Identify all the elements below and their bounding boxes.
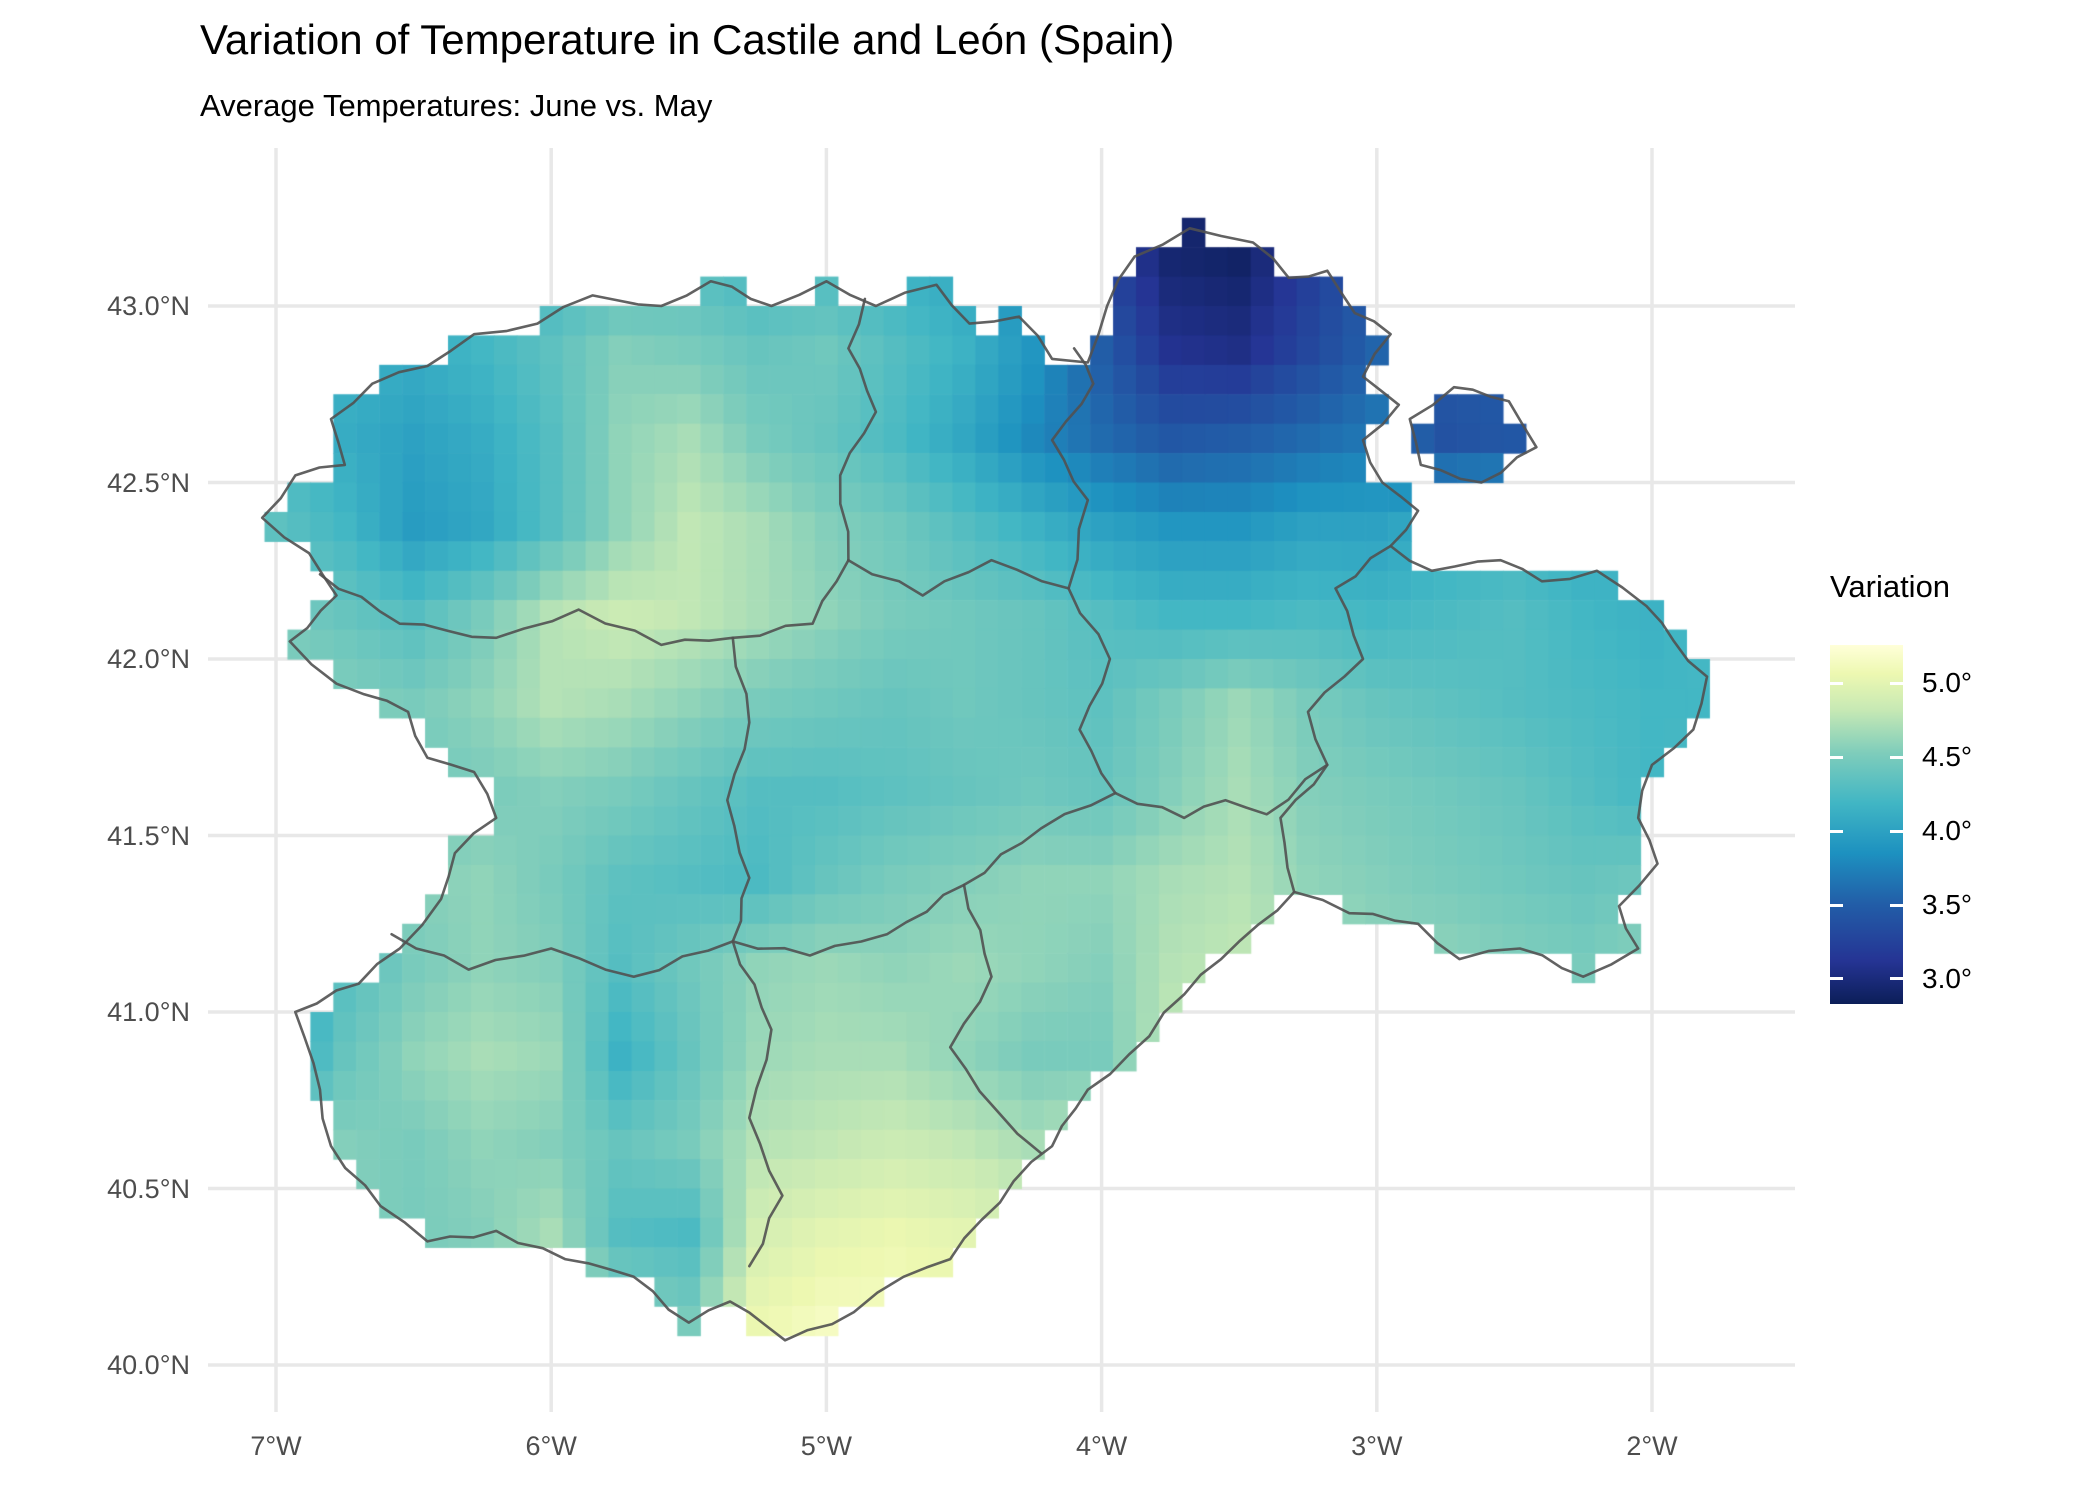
legend-tick-mark bbox=[1890, 829, 1903, 833]
province-border bbox=[1279, 544, 1392, 894]
province-border bbox=[838, 297, 878, 562]
y-axis-tick-label: 43.0°N bbox=[107, 291, 190, 321]
x-axis-tick-label: 6°W bbox=[525, 1431, 577, 1461]
x-axis-tick-label: 5°W bbox=[800, 1431, 853, 1461]
province-border bbox=[731, 791, 1117, 957]
legend-tick-label: 4.5° bbox=[1922, 741, 1973, 773]
province-border bbox=[731, 558, 850, 640]
legend-tick-mark bbox=[1890, 977, 1903, 981]
province-border bbox=[726, 636, 751, 943]
y-axis-tick-label: 41.5°N bbox=[107, 820, 190, 851]
legend-tick-label: 4.0° bbox=[1922, 815, 1973, 847]
y-axis-tick-label: 40.0°N bbox=[107, 1350, 190, 1380]
province-border bbox=[731, 940, 784, 1268]
province-border bbox=[390, 933, 735, 978]
legend: Variation 5.0° 4.5° 4.0° 3.5° 3.0° bbox=[1830, 568, 2090, 1028]
region-outline bbox=[260, 227, 1709, 1342]
y-axis-tick-label: 40.5°N bbox=[107, 1173, 190, 1204]
legend-tick-label: 5.0° bbox=[1922, 667, 1973, 699]
legend-tick-mark bbox=[1890, 903, 1903, 907]
trevino-enclave-outline bbox=[1408, 385, 1538, 484]
legend-tick-mark bbox=[1830, 755, 1843, 759]
legend-tick-mark bbox=[1890, 681, 1903, 685]
province-border bbox=[847, 558, 1070, 597]
y-axis-tick-label: 41.0°N bbox=[107, 997, 190, 1027]
legend-gradient-bar bbox=[1830, 645, 1903, 1004]
province-border bbox=[1067, 587, 1117, 795]
province-border bbox=[1050, 347, 1095, 590]
legend-title: Variation bbox=[1830, 569, 1951, 604]
legend-tick-mark bbox=[1830, 829, 1843, 833]
y-axis-tick-label: 42.5°N bbox=[107, 467, 190, 498]
legend-tick-label: 3.5° bbox=[1922, 889, 1973, 921]
legend-tick-mark bbox=[1890, 755, 1903, 759]
legend-tick-mark bbox=[1830, 681, 1843, 685]
x-axis-tick-label: 2°W bbox=[1626, 1431, 1678, 1461]
province-border bbox=[1114, 763, 1329, 820]
x-axis-tick-label: 7°W bbox=[250, 1431, 302, 1461]
legend-tick-label: 3.0° bbox=[1922, 962, 1973, 994]
province-border bbox=[948, 883, 1043, 1155]
legend-tick-mark bbox=[1830, 977, 1843, 981]
legend-tick-mark bbox=[1830, 903, 1843, 907]
province-border bbox=[318, 573, 735, 647]
x-axis-tick-label: 3°W bbox=[1351, 1431, 1403, 1461]
y-axis-tick-label: 42.0°N bbox=[107, 644, 190, 674]
x-axis-tick-label: 4°W bbox=[1075, 1431, 1128, 1461]
